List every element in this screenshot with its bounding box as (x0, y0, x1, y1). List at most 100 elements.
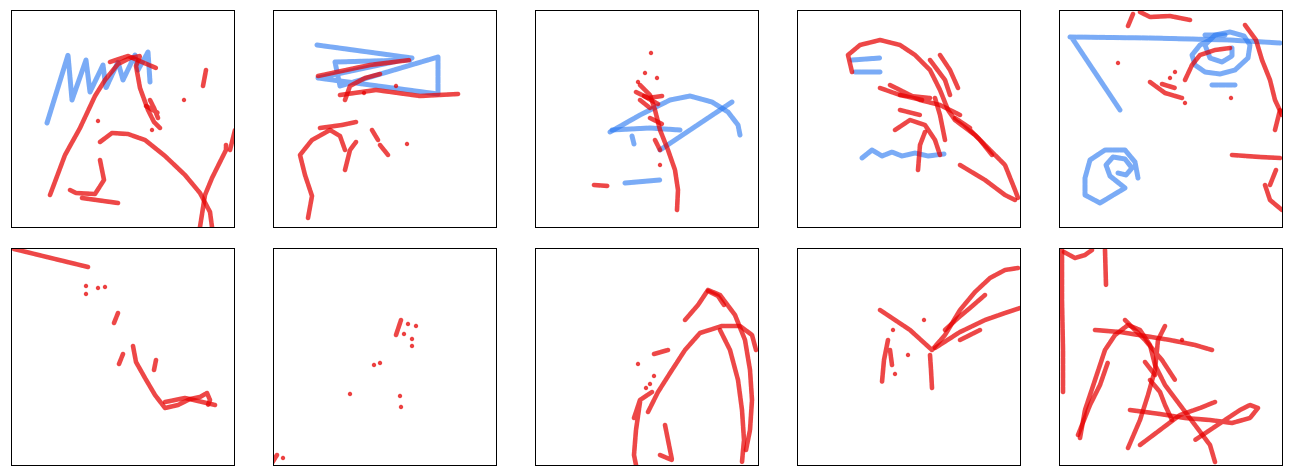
red-trajectory (67, 157, 121, 206)
red-point (371, 362, 377, 368)
red-point (921, 317, 927, 323)
panel-r1c1 (11, 10, 235, 228)
blue-trajectory (607, 93, 743, 138)
red-trajectory (879, 337, 895, 385)
red-point (102, 284, 108, 290)
red-point (405, 321, 411, 327)
red-trajectory (227, 127, 234, 153)
blue-trajectory (609, 99, 735, 153)
red-point (347, 391, 353, 397)
panel-r1c4 (797, 10, 1021, 228)
red-point (635, 79, 641, 85)
blue-trajectory (1202, 32, 1238, 88)
red-trajectory (116, 351, 159, 373)
red-trajectory (657, 422, 675, 463)
red-trajectory (957, 162, 1018, 203)
red-point (95, 285, 101, 291)
red-point (1115, 60, 1121, 66)
red-point (398, 404, 404, 410)
red-point (642, 70, 648, 76)
red-point (361, 90, 367, 96)
red-trajectory (1061, 248, 1109, 288)
panel-r2c4 (797, 248, 1021, 466)
red-trajectory (1059, 248, 1066, 395)
red-trajectory (1272, 107, 1282, 133)
red-point (83, 291, 89, 297)
red-point (647, 381, 653, 387)
red-trajectory (1137, 399, 1218, 448)
red-trajectory (273, 452, 280, 465)
red-point (393, 83, 399, 89)
blue-trajectory (314, 42, 441, 97)
red-point (1172, 69, 1178, 75)
red-trajectory (927, 52, 961, 143)
red-trajectory (927, 352, 935, 391)
panel-r2c2 (273, 248, 497, 466)
red-trajectory (11, 248, 91, 270)
red-trajectory (932, 305, 1020, 351)
red-point (890, 327, 896, 333)
red-trajectory (97, 130, 215, 227)
red-trajectory (297, 127, 348, 221)
red-point (643, 385, 649, 391)
red-trajectory (705, 288, 727, 308)
red-point (181, 97, 187, 103)
red-trajectory (1092, 327, 1215, 353)
red-point (280, 455, 286, 461)
blue-trajectory (859, 147, 947, 161)
red-trajectory (1075, 359, 1111, 438)
red-trajectory (107, 53, 159, 71)
blue-trajectory (622, 177, 663, 186)
red-point (83, 283, 89, 289)
red-trajectory (591, 182, 611, 189)
red-point (397, 393, 403, 399)
red-trajectory (1147, 79, 1185, 101)
red-trajectory (111, 310, 121, 326)
panel-frame (273, 248, 497, 466)
red-point (404, 141, 410, 147)
panel-frame (797, 248, 1021, 466)
panel-frame (11, 248, 235, 466)
panel-frame (1059, 248, 1283, 466)
blue-trajectory (849, 55, 883, 75)
red-trajectory (942, 292, 988, 343)
red-point (1167, 75, 1173, 81)
blue-trajectory (1082, 147, 1141, 206)
panel-r2c3 (535, 248, 759, 466)
panel-frame (535, 10, 759, 228)
red-trajectory (1125, 10, 1193, 29)
panel-r2c5 (1059, 248, 1283, 466)
red-point (95, 118, 101, 124)
red-point (149, 127, 155, 133)
red-trajectory (633, 89, 665, 111)
panel-frame (273, 10, 497, 228)
red-point (1179, 337, 1185, 343)
red-trajectory (1229, 152, 1282, 213)
red-point (892, 371, 898, 377)
red-trajectory (1127, 402, 1261, 443)
red-point (1182, 100, 1188, 106)
red-trajectory (845, 37, 1020, 201)
red-trajectory (342, 71, 383, 103)
red-point (1228, 95, 1234, 101)
red-trajectory (143, 97, 161, 121)
panel-r2c1 (11, 248, 235, 466)
panel-frame (1059, 10, 1283, 228)
red-point (648, 50, 654, 56)
red-point (635, 361, 641, 367)
red-trajectory (315, 57, 461, 99)
red-trajectory (892, 117, 943, 158)
red-point (651, 373, 657, 379)
red-point (401, 331, 407, 337)
panel-r1c5 (1059, 10, 1283, 228)
red-point (657, 162, 663, 168)
red-point (905, 352, 911, 358)
red-trajectory (877, 85, 925, 118)
panel-frame (797, 10, 1021, 228)
red-trajectory (197, 142, 229, 227)
red-trajectory (1142, 359, 1175, 423)
red-trajectory (317, 119, 359, 131)
red-trajectory (915, 129, 928, 173)
red-trajectory (342, 127, 391, 173)
red-trajectory (645, 323, 758, 415)
